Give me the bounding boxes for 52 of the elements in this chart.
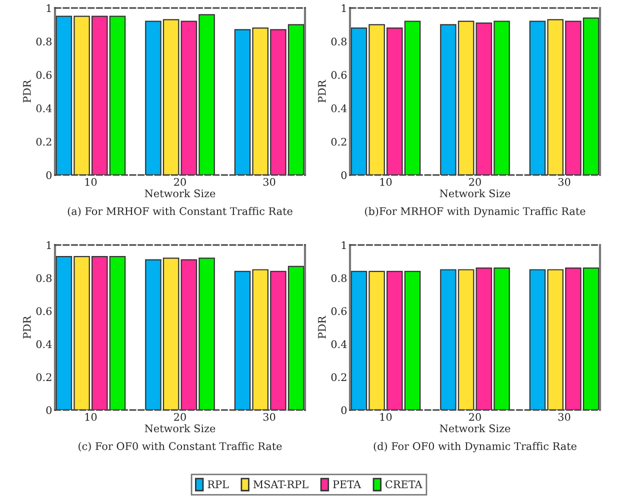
text: (b)For MRHOF with Dynamic Traffic Rate	[365, 207, 586, 218]
y-axis-title: PDR	[318, 316, 326, 339]
x-tick-label: 30	[558, 178, 570, 186]
legend-label: CRETA	[386, 480, 422, 488]
y-tick-label: 0.4	[331, 104, 347, 112]
y-tick-label: 0.8	[331, 274, 347, 282]
y-tick-label: 1	[46, 4, 51, 12]
text: (a) For MRHOF with Constant Traffic Rate	[68, 207, 292, 217]
y-tick-label: 0.2	[331, 138, 346, 146]
y-axis-title: PDR	[23, 316, 31, 339]
y-tick-label: 0	[46, 171, 52, 180]
y-tick-label: 0.2	[36, 373, 52, 382]
text: (d) For OF0 with Dynamic Traffic Rate	[374, 442, 576, 452]
x-tick-label: 30	[263, 412, 276, 421]
x-tick-label: 10	[380, 412, 392, 421]
x-tick-label: 20	[174, 178, 186, 186]
x-axis-title: Network Size	[144, 189, 216, 198]
legend-label: MSAT-RPL	[253, 480, 308, 488]
y-tick-label: 0	[341, 171, 347, 180]
y-tick-label: 0.2	[36, 138, 52, 146]
y-tick-label: 0.2	[331, 373, 346, 382]
y-axis-title: PDR	[23, 80, 31, 103]
x-tick-label: 10	[85, 178, 97, 186]
y-tick-label: 0.4	[36, 340, 52, 348]
y-tick-label: 0.6	[331, 71, 347, 79]
y-axis-title: PDR	[318, 80, 326, 103]
y-tick-label: 1	[342, 4, 346, 12]
y-tick-label: 1	[46, 241, 51, 249]
y-tick-label: 0.6	[331, 307, 347, 316]
y-tick-label: 0	[46, 406, 52, 414]
legend-label: PETA	[333, 480, 362, 488]
text: (c) For OF0 with Constant Traffic Rate	[78, 442, 282, 452]
x-tick-label: 30	[558, 412, 570, 421]
y-tick-label: 0.6	[36, 71, 52, 79]
y-tick-label: 0.8	[331, 38, 347, 46]
x-axis-title: Network Size	[440, 189, 510, 198]
y-tick-label: 0	[341, 406, 347, 414]
x-axis-title: Network Size	[440, 424, 510, 432]
x-tick-label: 20	[469, 412, 481, 421]
y-tick-label: 1	[342, 241, 346, 249]
y-tick-label: 0.4	[331, 340, 347, 348]
x-tick-label: 30	[263, 178, 276, 186]
y-tick-label: 0.6	[36, 307, 52, 316]
x-tick-label: 10	[85, 412, 97, 421]
y-tick-label: 0.4	[36, 104, 52, 112]
legend-label: RPL	[208, 480, 229, 488]
y-tick-label: 0.8	[36, 274, 52, 282]
x-axis-title: Network Size	[144, 424, 216, 432]
x-tick-label: 10	[380, 178, 392, 186]
x-tick-label: 20	[174, 412, 186, 421]
y-tick-label: 0.8	[36, 38, 52, 46]
x-tick-label: 20	[469, 178, 481, 186]
